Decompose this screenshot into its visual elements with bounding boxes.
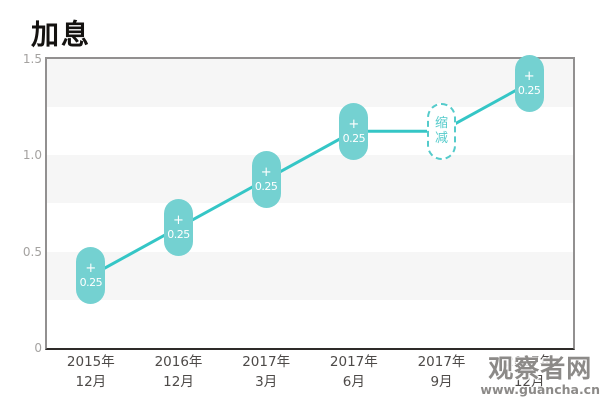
x-axis-tick-label: 2017年 12月: [485, 353, 573, 392]
watermark-site-url: www.guancha.cn: [480, 382, 600, 397]
x-axis-tick-label: 2015年 12月: [47, 353, 135, 392]
x-axis-tick-line: 2015年: [66, 354, 115, 370]
x-axis-tick-label: 2017年 9月: [398, 353, 486, 392]
pill-label-line: 0.25: [517, 83, 541, 97]
x-axis-tick-line: 2016年: [154, 354, 203, 370]
x-axis-tick-line: 2017年: [329, 354, 378, 370]
rate-hike-pill-marker: +0.25: [339, 102, 369, 160]
y-axis-tick-label: 1.5: [22, 52, 42, 66]
pill-label-line: 0.25: [79, 276, 103, 290]
taper-pill-marker: 缩减: [427, 102, 456, 160]
x-axis-tick-line: 9月: [430, 373, 453, 390]
pill-label-line: 0.25: [342, 131, 366, 145]
pill-label-line: +: [348, 116, 360, 132]
y-axis-tick-label: 1.0: [22, 148, 42, 163]
x-axis-tick-line: 2017年: [417, 354, 466, 370]
x-axis-tick-label: 2017年 6月: [310, 353, 398, 392]
x-axis-tick-line: 2017年: [242, 354, 291, 370]
rate-hike-pill-marker: +0.25: [514, 54, 544, 112]
rate-hike-pill-marker: +0.25: [164, 199, 193, 257]
rate-hike-pill-marker: +0.25: [251, 150, 281, 208]
pill-label-line: +: [523, 68, 535, 84]
x-axis-tick-line: 12月: [513, 373, 545, 390]
x-axis-tick-line: 12月: [163, 373, 194, 390]
y-axis-tick-label: 0: [34, 341, 42, 355]
x-axis-tick-line: 2017年: [505, 354, 554, 370]
chart-title: 加息: [31, 18, 92, 51]
x-axis-tick-label: 2017年 3月: [222, 353, 310, 392]
x-axis-tick-line: 12月: [75, 373, 107, 390]
x-axis-tick-line: 6月: [342, 373, 365, 390]
rate-hike-pill-marker: +0.25: [76, 247, 106, 305]
plot-border: [45, 57, 575, 350]
watermark: 观察者网 www.guancha.cn: [480, 349, 600, 397]
pill-label-line: 减: [434, 131, 448, 147]
pill-label-line: +: [85, 261, 97, 277]
pill-label-line: +: [173, 213, 184, 229]
x-axis-tick-label: 2016年 12月: [135, 353, 223, 392]
watermark-site-name: 观察者网: [488, 354, 593, 383]
x-axis-tick-line: 3月: [255, 373, 278, 390]
pill-label-line: 0.25: [167, 228, 190, 242]
pill-label-line: 0.25: [254, 179, 278, 193]
pill-label-line: +: [260, 164, 272, 180]
y-axis-tick-label: 0.5: [22, 244, 42, 259]
pill-label-line: 缩: [434, 116, 448, 132]
